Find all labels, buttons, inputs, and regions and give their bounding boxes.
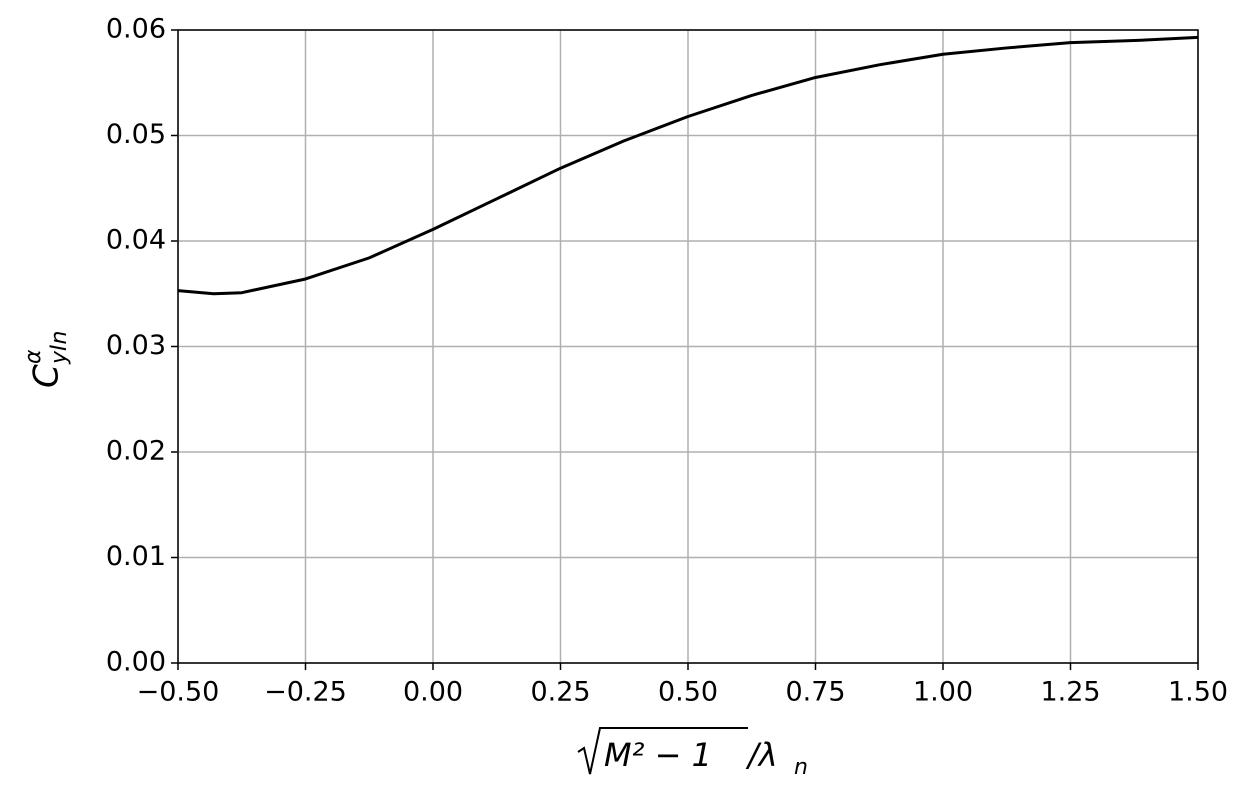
data-line — [177, 35, 1199, 296]
y-tick-label: 0.01 — [106, 541, 166, 572]
x-tick-label: 0.25 — [530, 677, 590, 708]
y-tick-label: 0.04 — [106, 225, 166, 256]
y-label-sub: yIn — [47, 331, 72, 365]
x-tick-label: 1.25 — [1040, 677, 1100, 708]
y-tick-label: 0.03 — [106, 330, 166, 361]
x-tick-label: 0.75 — [785, 677, 845, 708]
plot-frame — [177, 29, 1199, 664]
y-label-sup: α — [21, 349, 46, 364]
x-tick-label: 0.50 — [658, 677, 718, 708]
x-label-radicand: M² − 1 — [604, 736, 712, 774]
y-tick-label: 0.00 — [106, 647, 166, 678]
y-axis-label: C α yIn — [21, 331, 72, 388]
y-label-base: C — [27, 364, 67, 388]
y-tick-label: 0.05 — [106, 119, 166, 150]
x-tick-label: 0.00 — [403, 677, 463, 708]
x-tick-label: −0.50 — [137, 677, 220, 708]
radical-sign — [577, 727, 748, 775]
y-tick-label: 0.02 — [106, 436, 166, 467]
x-tick-label: −0.25 — [264, 677, 347, 708]
x-label-rest: /λ — [745, 736, 778, 774]
y-tick-label: 0.06 — [106, 14, 166, 45]
x-tick-label: 1.50 — [1168, 677, 1228, 708]
x-label-sub: n — [794, 755, 808, 780]
x-axis-label: M² − 1 /λ n — [577, 727, 808, 780]
x-tick-label: 1.00 — [913, 677, 973, 708]
